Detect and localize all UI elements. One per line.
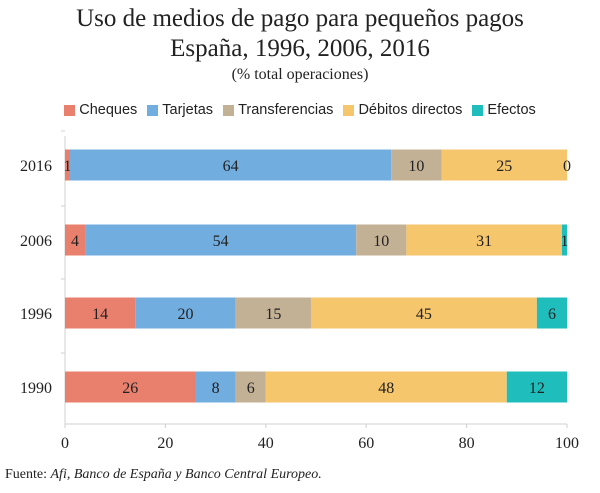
- data-label: 45: [416, 306, 432, 323]
- bar-segment-transferencias: [356, 224, 407, 256]
- legend-item-cheques: Cheques: [64, 102, 137, 118]
- legend-swatch: [147, 104, 159, 116]
- data-label: 25: [496, 158, 512, 175]
- data-label: 8: [212, 380, 220, 397]
- bar-segment-efectos: [536, 297, 567, 329]
- legend-label: Tarjetas: [162, 102, 214, 118]
- bar-segment-tarjetas: [85, 224, 357, 256]
- source-prefix: Fuente:: [5, 467, 51, 482]
- x-tick-label: 20: [157, 435, 173, 452]
- source-note: Fuente: Afi, Banco de España y Banco Cen…: [5, 467, 322, 483]
- data-label: 64: [223, 158, 239, 175]
- legend-label: Débitos directos: [358, 102, 463, 118]
- bar-segment-efectos: [561, 224, 567, 256]
- legend-item-transferencias: Transferencias: [223, 102, 333, 118]
- y-tick-label: 2006: [20, 233, 52, 250]
- data-label: 20: [177, 306, 193, 323]
- data-label: 1: [64, 158, 72, 175]
- data-label: 26: [122, 380, 138, 397]
- bar-segment-debitos-directos: [310, 297, 537, 329]
- bar-segment-transferencias: [391, 149, 442, 181]
- x-tick-label: 40: [258, 435, 274, 452]
- bar-segment-debitos-directos: [265, 371, 507, 403]
- legend-label: Efectos: [487, 102, 536, 118]
- legend-swatch: [343, 104, 355, 116]
- data-label: 14: [92, 306, 108, 323]
- data-label: 10: [373, 233, 389, 250]
- legend-swatch: [223, 104, 235, 116]
- chart-legend: Cheques Tarjetas Transferencias Débitos dir…: [0, 99, 600, 121]
- data-label: 4: [71, 233, 79, 250]
- data-label: 54: [213, 233, 229, 250]
- x-tick-label: 80: [459, 435, 475, 452]
- data-label: 6: [548, 306, 556, 323]
- bar-segment-debitos-directos: [406, 224, 562, 256]
- source-text: Afi, Banco de España y Banco Central Eur…: [50, 467, 322, 482]
- y-tick-label: 1996: [20, 306, 52, 323]
- data-label: 0: [563, 158, 571, 175]
- bar-segment-cheques: [65, 371, 196, 403]
- data-label: 31: [476, 233, 492, 250]
- x-tick-label: 0: [61, 435, 69, 452]
- y-tick-label: 1990: [20, 380, 52, 397]
- legend-label: Cheques: [79, 102, 138, 118]
- legend-label: Transferencias: [238, 102, 334, 118]
- chart-subtitle: España, 1996, 2006, 2016: [170, 35, 430, 62]
- data-label: 12: [529, 380, 545, 397]
- bar-segment-tarjetas: [70, 149, 392, 181]
- data-label: 10: [408, 158, 424, 175]
- chart-unit-note: (% total operaciones): [231, 66, 369, 83]
- bar-segment-debitos-directos: [441, 149, 567, 181]
- bar-segment-transferencias: [235, 371, 266, 403]
- data-label: 48: [378, 380, 394, 397]
- bar-segment-tarjetas: [195, 371, 236, 403]
- data-label: 15: [265, 306, 281, 323]
- legend-item-efectos: Efectos: [472, 102, 536, 118]
- y-tick-label: 2016: [20, 158, 52, 175]
- data-label: 1: [560, 233, 568, 250]
- bar-segment-cheques: [65, 149, 71, 181]
- legend-item-debitos-directos: Débitos directos: [343, 102, 462, 118]
- legend-swatch: [472, 104, 484, 116]
- bar-segment-efectos: [506, 371, 567, 403]
- bar-segment-tarjetas: [135, 297, 236, 329]
- data-label: 6: [247, 380, 255, 397]
- bar-segment-transferencias: [235, 297, 311, 329]
- x-tick-label: 100: [555, 435, 579, 452]
- bar-segment-cheques: [65, 297, 136, 329]
- bar-segment-cheques: [65, 224, 86, 256]
- chart-title: Uso de medios de pago para pequeños pago…: [76, 5, 524, 32]
- x-tick-label: 60: [358, 435, 374, 452]
- legend-item-tarjetas: Tarjetas: [147, 102, 213, 118]
- legend-swatch: [64, 104, 76, 116]
